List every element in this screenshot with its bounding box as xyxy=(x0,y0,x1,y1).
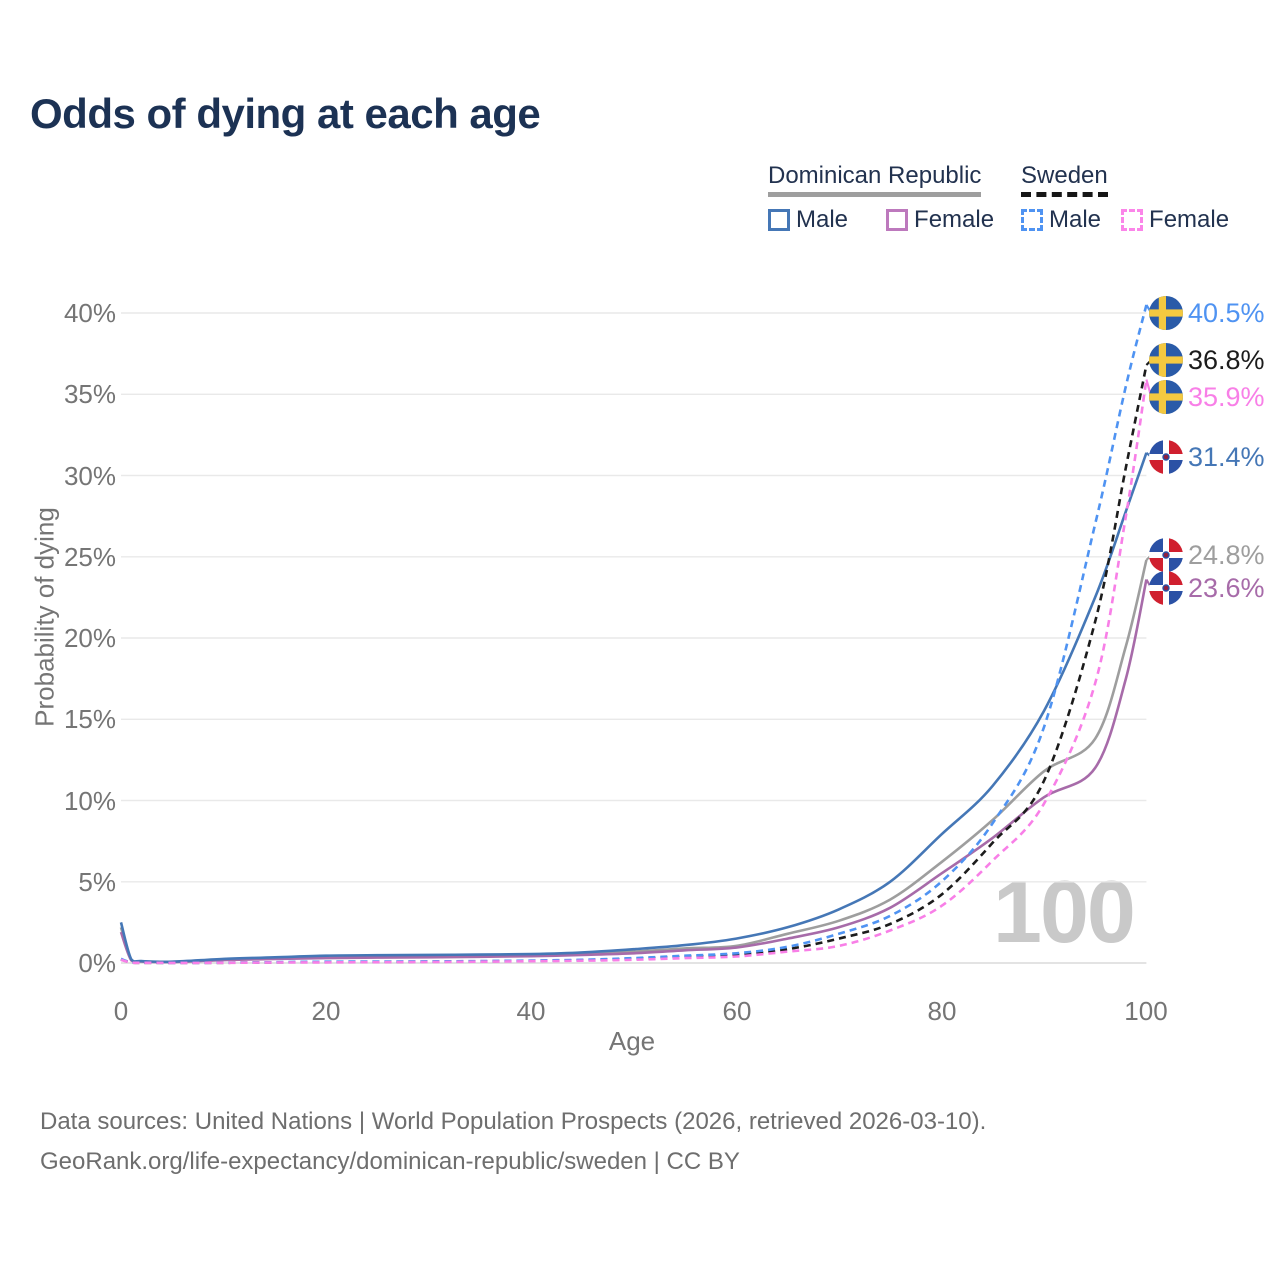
legend-row: Male Female xyxy=(768,206,994,234)
legend-label-dr-female: Female xyxy=(914,206,995,233)
end-label-value: 24.8% xyxy=(1188,539,1265,570)
legend-header-dominican-republic: Dominican Republic xyxy=(768,163,982,197)
sweden-flag-icon xyxy=(1149,296,1183,330)
series-line-dominican-republic-male xyxy=(119,452,1148,964)
page-title: Odds of dying at each age xyxy=(30,90,541,137)
x-tick-80: 80 xyxy=(927,996,957,1026)
legend-group-dominican-republic: Dominican Republic Male Female xyxy=(768,163,994,234)
sweden-flag-icon xyxy=(1149,380,1183,414)
x-tick-60: 60 xyxy=(722,996,752,1026)
series-line-sweden-female xyxy=(120,379,1148,965)
y-tick-30: 30% xyxy=(63,461,116,491)
x-tick-100: 100 xyxy=(1124,996,1168,1026)
x-axis-title: Age xyxy=(608,1026,656,1056)
end-label-value: 36.8% xyxy=(1188,344,1265,375)
end-label-value: 31.4% xyxy=(1188,441,1265,472)
series-line-dominican-republic-both xyxy=(119,559,1148,964)
legend-row: Male Female xyxy=(1021,206,1229,234)
legend-label-dr-male: Male xyxy=(796,206,849,233)
y-tick-25: 25% xyxy=(63,542,116,572)
end-label-value: 23.6% xyxy=(1188,572,1265,603)
x-tick-40: 40 xyxy=(516,996,546,1026)
legend-item-dr-male: Male xyxy=(768,206,848,234)
data-sources-text: Data sources: United Nations | World Pop… xyxy=(40,1108,987,1135)
y-tick-35: 35% xyxy=(63,379,116,409)
dominican-republic-flag-icon xyxy=(1149,538,1183,572)
gridlines xyxy=(121,312,1147,964)
end-label-value: 40.5% xyxy=(1188,297,1265,328)
legend-label-se-female: Female xyxy=(1149,206,1230,233)
sweden-flag-icon xyxy=(1149,343,1183,377)
legend-swatch-se-female xyxy=(1121,209,1144,231)
y-tick-10: 10% xyxy=(63,786,116,816)
y-tick-20: 20% xyxy=(63,623,116,653)
dominican-republic-flag-icon xyxy=(1149,440,1183,474)
legend-group-sweden: Sweden Male Female xyxy=(1021,163,1229,234)
legend-label-se-male: Male xyxy=(1049,206,1102,233)
y-tick-0: 0% xyxy=(78,948,116,978)
legend-item-dr-female: Female xyxy=(886,206,994,234)
legend-item-se-female: Female xyxy=(1121,206,1229,234)
series-line-sweden-both xyxy=(120,364,1148,965)
series-curves xyxy=(119,304,1148,965)
end-label-dominican-republic-female: 23.6% xyxy=(1149,570,1265,606)
legend-swatch-se-male xyxy=(1021,209,1043,231)
legend-swatch-dr-male xyxy=(768,209,790,231)
y-tick-5: 5% xyxy=(78,867,116,897)
end-label-value: 35.9% xyxy=(1188,381,1265,412)
legend-item-se-male: Male xyxy=(1021,206,1101,234)
end-label-sweden-female: 35.9% xyxy=(1149,379,1265,415)
series-line-dominican-republic-female xyxy=(119,579,1148,964)
attribution-text: GeoRank.org/life-expectancy/dominican-re… xyxy=(40,1148,740,1175)
series-line-sweden-male xyxy=(120,304,1148,965)
y-tick-15: 15% xyxy=(63,704,116,734)
y-tick-40: 40% xyxy=(63,298,116,328)
legend-swatch-dr-female xyxy=(886,209,909,231)
x-tick-20: 20 xyxy=(311,996,341,1026)
end-label-sweden-both: 36.8% xyxy=(1149,342,1265,378)
end-label-dominican-republic-both: 24.8% xyxy=(1149,537,1265,573)
legend-header-sweden: Sweden xyxy=(1021,163,1108,197)
end-label-dominican-republic-male: 31.4% xyxy=(1149,439,1265,475)
end-label-sweden-male: 40.5% xyxy=(1149,295,1265,331)
x-tick-0: 0 xyxy=(113,996,129,1026)
dominican-republic-flag-icon xyxy=(1149,571,1183,605)
